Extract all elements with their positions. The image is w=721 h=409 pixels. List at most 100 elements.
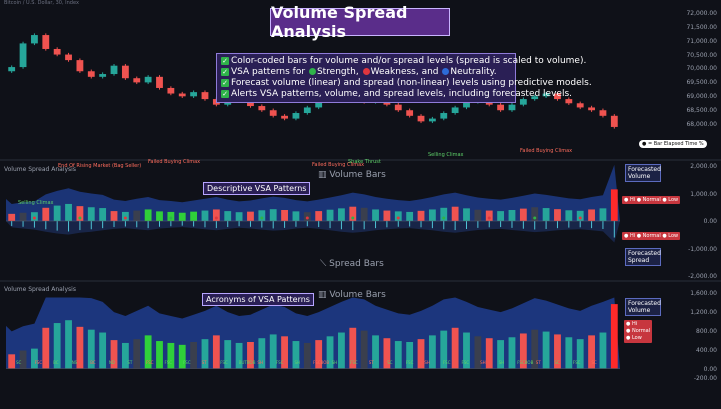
candle-body	[406, 110, 414, 116]
volume-bar	[417, 339, 425, 369]
candle-body	[167, 87, 175, 94]
volume-bar	[281, 336, 288, 369]
volume-bar	[224, 211, 232, 221]
volume-bar	[201, 210, 209, 221]
volume-bar	[178, 212, 186, 221]
volume-bar	[531, 207, 539, 221]
candle-body	[417, 115, 425, 122]
vsa-marker	[442, 216, 446, 220]
note-text: Alerts VSA patterns, volume, and spread …	[231, 89, 573, 99]
spread-bars-text: Spread Bars	[329, 259, 384, 269]
volume-bars-tag-1: ▥ Volume Bars	[318, 170, 386, 180]
volume-bar	[315, 211, 323, 221]
volume-bar	[53, 205, 61, 221]
acronym-label: FSC	[35, 360, 43, 365]
legend-hi: Hi	[631, 321, 638, 327]
volume-bar	[497, 340, 505, 369]
acronym-label: FSCBOB	[313, 360, 329, 365]
note-line: ✓ VSA patterns for Strength, Weakness, an…	[221, 67, 511, 78]
candle-body	[394, 104, 402, 111]
volume-bar	[576, 339, 584, 369]
acronym-label: FSC	[183, 360, 191, 365]
acronym-label: SH	[332, 360, 338, 365]
volume-bar	[485, 338, 493, 369]
blue-dot-icon	[442, 68, 450, 75]
candle-body	[65, 54, 72, 61]
candle-body	[440, 113, 448, 119]
volume-bar	[451, 206, 459, 221]
price-tick: 70,000.00	[686, 65, 717, 73]
descriptive-tag: Descriptive VSA Patterns	[203, 182, 311, 195]
acronym-label: ST	[127, 360, 133, 365]
volume-bar	[247, 342, 254, 369]
candle-body	[576, 103, 584, 108]
volume-bar	[610, 304, 618, 369]
volume-bar	[349, 327, 357, 369]
acronym-label: BUTBOB	[239, 360, 256, 365]
volume-bar	[235, 342, 243, 369]
volume-tick: 1,600.00	[690, 289, 717, 297]
volume-bar	[338, 332, 345, 369]
volume-bar	[8, 354, 16, 369]
pattern-label: Failed Buying Climax	[312, 162, 365, 168]
acronym-label: BC	[90, 360, 96, 365]
volume-bar	[394, 341, 402, 369]
legend-low: Low	[631, 335, 642, 341]
volume-bar	[87, 329, 95, 369]
pane1-label: Volume Spread Analysis	[4, 166, 76, 173]
legend1: ● Hi ● Normal ● Low	[622, 196, 681, 204]
candle-body	[133, 78, 141, 83]
volume-bar	[463, 208, 470, 221]
candle-body	[269, 110, 277, 116]
legend-normal: Normal	[642, 233, 661, 239]
volume-bar	[99, 332, 107, 369]
volume-bar	[121, 342, 129, 369]
volume-bar	[588, 209, 595, 221]
candle-body	[144, 76, 152, 83]
candle-body	[599, 110, 607, 116]
volume-tick: 400.00	[696, 346, 717, 354]
volume-bar	[326, 336, 334, 369]
candle-body	[190, 92, 198, 97]
acronym-label: SC	[387, 360, 393, 365]
candle-body	[497, 104, 505, 111]
volume-bar	[156, 341, 163, 369]
pattern-label: Failed Buying Climax	[148, 159, 201, 165]
acronym-label: SC	[554, 360, 560, 365]
volume-bar	[19, 212, 27, 221]
volume-bar	[440, 330, 448, 369]
volume-bar	[531, 329, 539, 369]
chart-title: Volume Spread Analysis	[270, 3, 450, 41]
volume-bar	[258, 338, 266, 369]
acronym-label: SC	[591, 360, 597, 365]
candle-body	[42, 35, 50, 49]
candle-body	[508, 104, 516, 111]
volume-tick: -1,000.00	[688, 245, 717, 253]
volume-bar	[292, 341, 300, 369]
volume-bar	[406, 342, 414, 369]
volume-bar	[428, 209, 436, 221]
vsa-marker	[78, 216, 82, 220]
price-tick: 71,000.00	[686, 37, 717, 45]
candle-body	[519, 99, 527, 105]
volume-bar	[508, 337, 516, 369]
volume-bar	[326, 209, 334, 221]
acronym-label: SC	[16, 360, 22, 365]
volume-bar	[167, 211, 175, 221]
vsa-marker	[169, 216, 173, 220]
forecast-volume-band	[6, 297, 620, 369]
volume-tick: 0.00	[703, 218, 717, 225]
volume-bar	[463, 332, 470, 369]
volume-bar	[485, 210, 493, 221]
pattern-label: End Of Rising Market (Bag Seller)	[58, 163, 142, 169]
note-line: ✓ Forecast volume (linear) and spread (no…	[221, 78, 592, 89]
candle-body	[463, 101, 470, 108]
candle-body	[565, 99, 573, 104]
volume-tick: 0.00	[703, 365, 717, 373]
pattern-label: Selling Climax	[18, 200, 54, 206]
note-text: Color-coded bars for volume and/or sprea…	[231, 56, 587, 66]
candle-body	[110, 65, 118, 75]
red-dot-icon	[362, 68, 370, 75]
volume-bar	[121, 211, 129, 221]
candle-body	[554, 93, 561, 100]
